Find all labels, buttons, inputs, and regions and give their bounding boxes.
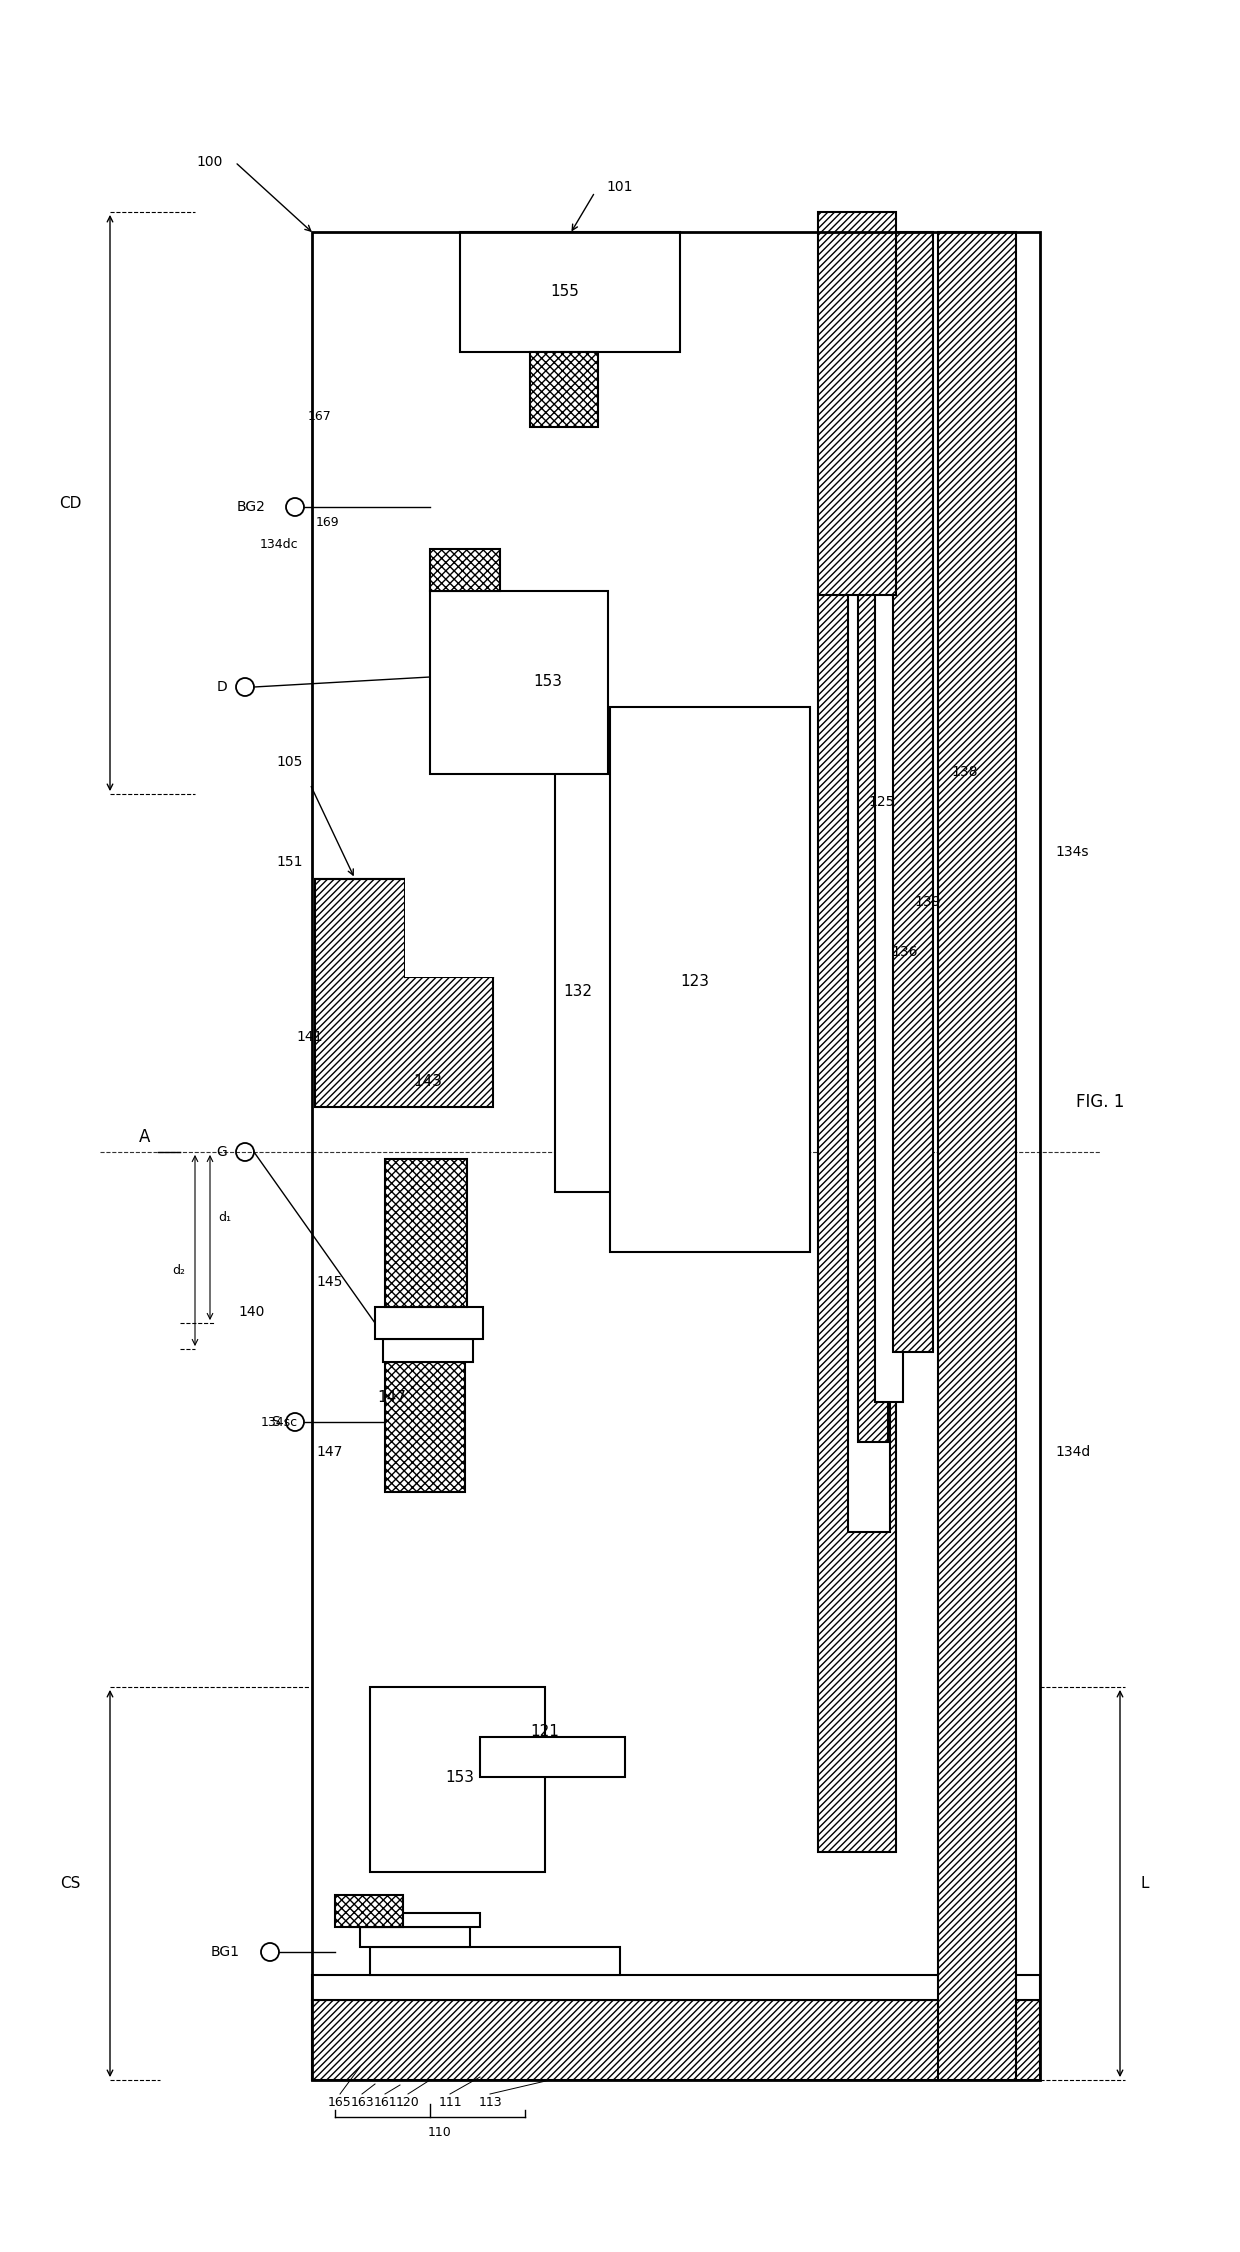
Text: 132: 132	[563, 984, 593, 1000]
Text: 169: 169	[315, 516, 339, 529]
Bar	[312, 2000, 1040, 2081]
Bar	[405, 876, 495, 977]
Text: 143: 143	[413, 1074, 443, 1090]
Bar	[312, 1975, 1040, 2000]
Text: 153: 153	[445, 1770, 475, 1784]
Bar	[610, 707, 810, 1252]
Text: FIG. 1: FIG. 1	[1076, 1092, 1125, 1110]
Text: d₂: d₂	[172, 1263, 185, 1277]
Text: 134dc: 134dc	[259, 538, 298, 552]
Text: 163: 163	[350, 2097, 373, 2108]
Bar	[529, 351, 598, 428]
Bar	[893, 232, 932, 1351]
Text: A: A	[139, 1128, 150, 1146]
Text: 110: 110	[428, 2126, 451, 2139]
Bar	[556, 768, 613, 1191]
Text: 145: 145	[316, 1275, 343, 1288]
Text: 155: 155	[551, 284, 579, 300]
Text: 100: 100	[197, 155, 223, 169]
Text: 120: 120	[396, 2097, 420, 2108]
Text: 121: 121	[531, 1725, 559, 1739]
Text: d₁: d₁	[218, 1212, 232, 1225]
Bar	[848, 473, 890, 1531]
Text: BG2: BG2	[236, 500, 265, 513]
Bar	[858, 491, 888, 1441]
Text: 151: 151	[277, 856, 304, 869]
Text: G: G	[216, 1144, 227, 1160]
Text: 134s: 134s	[1055, 844, 1089, 858]
Bar	[370, 1687, 546, 1871]
Text: 165: 165	[329, 2097, 352, 2108]
Text: 153: 153	[533, 676, 563, 689]
Text: 111: 111	[438, 2097, 461, 2108]
Bar	[315, 878, 494, 1108]
Bar	[818, 212, 897, 595]
Text: 113: 113	[479, 2097, 502, 2108]
Bar	[430, 590, 608, 775]
Bar	[430, 549, 500, 590]
Bar	[460, 232, 680, 351]
Text: 134sc: 134sc	[260, 1417, 298, 1428]
Text: D: D	[216, 680, 227, 694]
Bar	[370, 1948, 620, 1975]
Text: CD: CD	[58, 495, 81, 511]
Text: 138: 138	[952, 766, 978, 779]
Text: BG1: BG1	[211, 1946, 241, 1959]
Bar	[818, 595, 897, 1851]
Bar	[383, 1340, 472, 1362]
Text: 141: 141	[296, 1029, 324, 1045]
Text: 147: 147	[377, 1389, 407, 1405]
Bar	[374, 1306, 484, 1340]
Text: 140: 140	[238, 1304, 265, 1320]
Text: 134d: 134d	[1055, 1446, 1090, 1459]
Bar	[384, 1160, 467, 1306]
Bar	[312, 232, 1040, 2081]
Text: 136: 136	[892, 946, 919, 959]
Bar	[384, 1362, 465, 1493]
Bar	[360, 1928, 470, 1948]
Text: S: S	[272, 1414, 280, 1430]
Bar	[480, 1736, 625, 1777]
Text: CS: CS	[60, 1876, 81, 1892]
Text: 123: 123	[681, 975, 709, 989]
Text: L: L	[1141, 1876, 1149, 1892]
Bar	[350, 1912, 480, 1928]
Text: 101: 101	[606, 180, 634, 194]
Text: 161: 161	[373, 2097, 397, 2108]
Text: 147: 147	[316, 1446, 343, 1459]
Bar	[875, 522, 903, 1403]
Bar	[937, 232, 1016, 2081]
Text: 125: 125	[869, 795, 895, 808]
Text: 105: 105	[277, 754, 304, 768]
Text: 139: 139	[915, 894, 941, 910]
Text: 167: 167	[308, 410, 332, 423]
Bar	[335, 1894, 403, 1928]
